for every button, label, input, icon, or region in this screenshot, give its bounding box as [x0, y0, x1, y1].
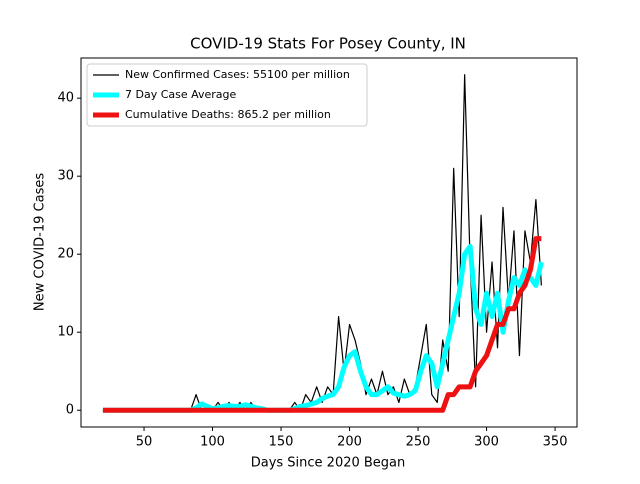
- y-tick-label: 10: [57, 325, 74, 340]
- data-line: [102, 236, 542, 413]
- x-tick-label: 350: [543, 435, 568, 450]
- chart-title: COVID-19 Stats For Posey County, IN: [190, 35, 466, 53]
- y-tick-label: 20: [57, 247, 74, 262]
- y-tick-label: 0: [66, 403, 74, 418]
- x-axis-label: Days Since 2020 Began: [251, 456, 406, 471]
- y-tick-label: 40: [57, 91, 74, 106]
- legend-box: [86, 63, 368, 127]
- x-tick-label: 300: [474, 435, 499, 450]
- x-tick-label: 200: [337, 435, 362, 450]
- y-tick-label: 30: [57, 169, 74, 184]
- x-tick-label: 150: [269, 435, 294, 450]
- x-tick-label: 100: [200, 435, 225, 450]
- x-tick-label: 50: [136, 435, 153, 450]
- y-axis-label: New COVID-19 Cases: [33, 173, 48, 311]
- plot-frame: [80, 57, 578, 428]
- legend-label: 7 Day Case Average: [125, 88, 237, 101]
- legend-label: Cumulative Deaths: 865.2 per million: [125, 108, 331, 121]
- legend-label: New Confirmed Cases: 55100 per million: [125, 68, 350, 81]
- x-tick-label: 250: [406, 435, 431, 450]
